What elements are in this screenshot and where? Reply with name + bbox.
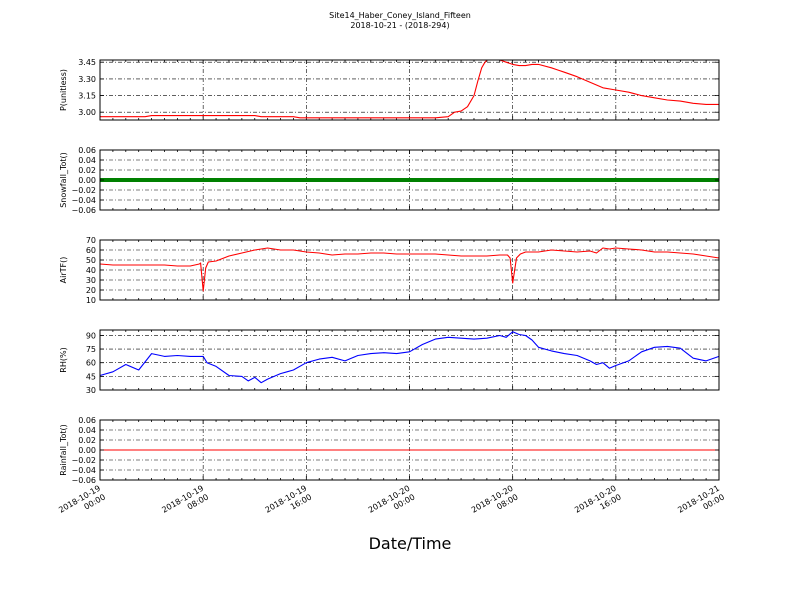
series-line: [99, 331, 720, 384]
axes-frame: [99, 329, 720, 391]
figure-title: Site14_Haber_Coney_Island_Fifteen: [329, 11, 471, 20]
x-axis-label: Date/Time: [368, 534, 452, 553]
y-tick-label: −0.04: [71, 196, 96, 205]
y-tick-label: 3.15: [78, 92, 96, 101]
series-line: [100, 59, 719, 119]
axes-frame: [99, 59, 720, 121]
y-tick-label: −0.04: [71, 466, 96, 475]
y-tick-label: 30: [86, 386, 96, 395]
y-tick-label: 0.02: [78, 436, 96, 445]
y-tick-label: 60: [86, 359, 96, 368]
y-tick-label: 90: [86, 331, 96, 340]
y-tick-label: 3.30: [78, 75, 96, 84]
y-tick-label: −0.06: [71, 476, 96, 485]
y-axis-label: RH(%): [59, 347, 68, 372]
y-tick-label: 45: [86, 372, 96, 381]
y-tick-label: 0.04: [78, 156, 96, 165]
y-tick-label: 20: [86, 286, 96, 295]
y-tick-label: 40: [86, 266, 96, 275]
y-tick-label: 10: [86, 296, 96, 305]
y-tick-label: 0.02: [78, 166, 96, 175]
y-axis-label: P(unitless): [59, 69, 68, 111]
figure-subtitle: 2018-10-21 - (2018-294): [350, 21, 450, 30]
y-tick-label: 75: [86, 345, 96, 354]
series-line: [99, 247, 720, 292]
y-tick-label: 50: [86, 256, 96, 265]
y-tick-label: −0.02: [71, 186, 96, 195]
y-tick-label: 0.06: [78, 146, 96, 155]
y-tick-label: 0.00: [78, 176, 96, 185]
y-tick-label: 0.04: [78, 426, 96, 435]
y-tick-label: −0.06: [71, 206, 96, 215]
y-tick-label: 0.06: [78, 416, 96, 425]
y-tick-label: 60: [86, 246, 96, 255]
y-tick-label: −0.02: [71, 456, 96, 465]
y-tick-label: 3.00: [78, 108, 96, 117]
y-tick-label: 3.45: [78, 58, 96, 67]
y-tick-label: 70: [86, 236, 96, 245]
y-axis-label: Rainfall_Tot(): [59, 424, 68, 476]
y-axis-label: AirTF(): [59, 257, 68, 284]
y-tick-label: 30: [86, 276, 96, 285]
y-axis-label: Snowfall_Tot(): [59, 152, 68, 208]
y-tick-label: 0.00: [78, 446, 96, 455]
